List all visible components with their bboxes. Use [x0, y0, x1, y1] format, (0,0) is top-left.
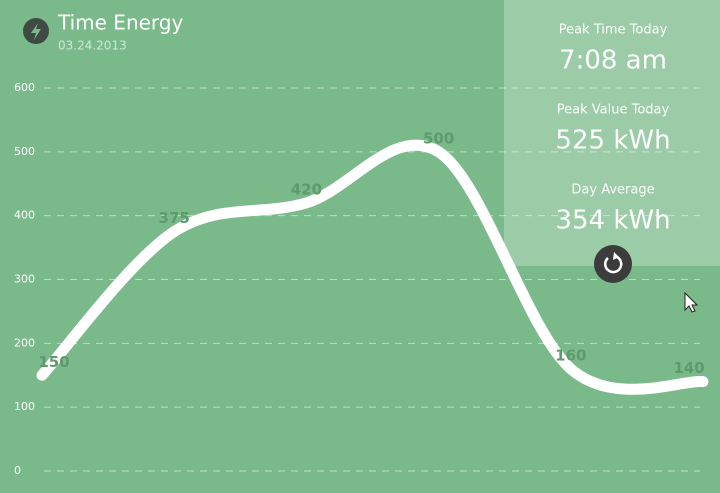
- line: [36, 139, 709, 395]
- y-tick-label: 600: [14, 81, 35, 94]
- data-label: 140: [673, 359, 704, 377]
- stat-value: 7:08 am: [559, 46, 667, 76]
- y-tick-label: 400: [14, 209, 35, 222]
- data-label: 500: [423, 129, 454, 147]
- bolt-icon: [31, 23, 41, 40]
- y-tick-label: 200: [14, 336, 35, 349]
- y-tick-label: 0: [14, 464, 21, 477]
- y-tick-label: 100: [14, 400, 35, 413]
- data-label: 375: [159, 209, 190, 227]
- refresh-arrow: [613, 252, 619, 260]
- stat-label: Peak Time Today: [559, 23, 668, 38]
- stat-value: 354 kWh: [555, 206, 670, 236]
- stat-label: Peak Value Today: [557, 103, 670, 118]
- refresh-button[interactable]: [594, 245, 632, 283]
- y-tick-label: 500: [14, 145, 35, 158]
- cursor: [684, 291, 699, 313]
- panel-items: Peak Time Today 7:08 am Peak Value Today 52…: [555, 23, 670, 236]
- stat-label: Day Average: [571, 183, 654, 198]
- chart-subtitle: 03.24.2013: [58, 39, 127, 53]
- stat-value: 525 kWh: [555, 126, 670, 156]
- stats-panel: [504, 0, 720, 266]
- refresh-icon: [603, 255, 623, 274]
- y-tick-label: 300: [14, 273, 35, 286]
- chart-title: Time Energy: [57, 11, 183, 35]
- data-label: 150: [38, 353, 69, 371]
- data-label: 160: [555, 346, 586, 364]
- data-label: 420: [291, 180, 322, 198]
